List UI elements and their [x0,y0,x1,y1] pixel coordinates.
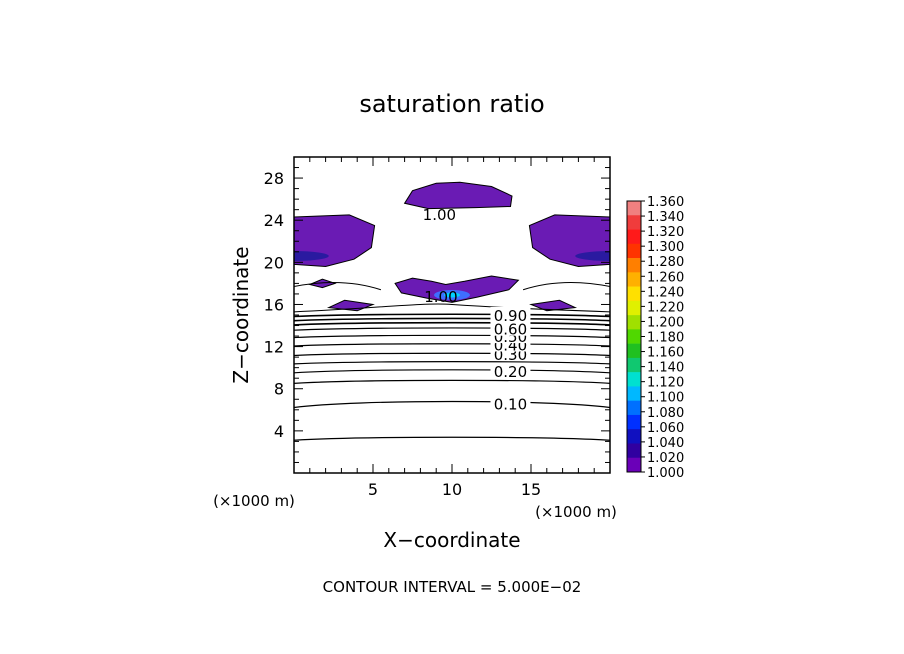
colorbar-swatch-2 [627,229,641,245]
isoline-2 [294,379,610,384]
isoline-upper-right [522,282,610,291]
colorbar: 1.3601.3401.3201.3001.2801.2601.2401.220… [626,195,684,481]
region-upper-center [403,181,513,210]
colorbar-label-9: 1.180 [647,331,684,346]
y-tick-label-12: 12 [264,338,284,357]
colorbar-label-3: 1.300 [647,240,684,255]
y-tick-label-20: 20 [264,253,284,272]
dark-band-left [294,251,329,262]
y-tick-label-24: 24 [264,211,284,230]
colorbar-swatch-18 [627,457,641,473]
colorbar-label-8: 1.200 [647,315,684,330]
isoline-11 [294,313,610,318]
y-tick-label-28: 28 [264,169,284,188]
x-axis-unit-right: (×1000 m) [535,503,617,521]
colorbar-swatch-10 [627,343,641,359]
isoline-7 [294,334,610,339]
isoline-4 [294,361,610,365]
isoline-cloud [294,303,610,313]
contour-label-8: 1.00 [423,206,456,224]
colorbar-swatch-12 [627,372,641,387]
isoline-0 [294,436,610,441]
contour-label-1: 0.20 [494,363,527,381]
region-middle [394,275,520,303]
plot-area: 0.100.200.300.400.500.600.901.001.005 10 1… [264,156,611,499]
contour-label-bg-0 [490,395,531,411]
isoline-3 [294,369,610,374]
colorbar-swatch-9 [627,329,641,344]
dark-band-right [575,251,610,262]
colorbar-label-14: 1.080 [647,406,684,421]
colorbar-label-13: 1.100 [647,391,684,406]
colorbar-label-2: 1.320 [647,225,684,240]
colorbar-swatch-16 [627,429,641,444]
colorbar-swatch-11 [627,357,641,373]
region-small-left [308,278,337,289]
x-axis-unit-left: (×1000 m) [213,492,295,510]
y-tick-label-8: 8 [274,380,284,399]
colorbar-label-6: 1.240 [647,285,684,300]
contour-label-bg-1 [490,362,531,378]
x-tick-label-10: 10 [442,480,462,499]
contour-label-bg-6 [490,307,531,322]
colorbar-label-5: 1.260 [647,270,684,285]
colorbar-label-10: 1.160 [647,346,684,361]
contour-label-7: 1.00 [424,288,457,306]
isoline-6 [294,343,610,347]
colorbar-label-17: 1.020 [647,451,684,466]
isoline-9 [294,321,610,326]
y-tick-label-4: 4 [274,422,284,441]
contour-label-6: 0.90 [494,307,527,325]
colorbar-swatch-6 [627,286,641,302]
isoline-1 [294,400,610,409]
isoline-upper-left [294,282,382,291]
colorbar-swatch-4 [627,258,641,273]
colorbar-swatch-3 [627,243,641,259]
colorbar-label-11: 1.140 [647,361,684,376]
core-inner [444,292,460,298]
colorbar-swatch-17 [627,443,641,459]
isoline-5 [294,352,610,357]
contour-label-0: 0.10 [494,395,527,413]
y-axis-label: Z−coordinate [229,246,253,383]
colorbar-swatch-1 [627,215,641,230]
colorbar-swatch-14 [627,400,641,416]
colorbar-label-0: 1.360 [647,195,684,210]
colorbar-swatch-0 [627,201,641,216]
colorbar-label-1: 1.340 [647,210,684,225]
colorbar-label-16: 1.040 [647,436,684,451]
colorbar-label-7: 1.220 [647,300,684,315]
colorbar-label-18: 1.000 [647,466,684,481]
x-tick-label-15: 15 [521,480,541,499]
colorbar-label-12: 1.120 [647,376,684,391]
colorbar-label-15: 1.060 [647,421,684,436]
chart-title: saturation ratio [359,90,544,118]
colorbar-label-4: 1.280 [647,255,684,270]
contour-interval-note: CONTOUR INTERVAL = 5.000E−02 [323,578,582,596]
colorbar-swatch-7 [627,300,641,316]
y-tick-label-16: 16 [264,295,284,314]
colorbar-swatch-13 [627,386,641,401]
plot-content: 0.100.200.300.400.500.600.901.001.00 [294,181,610,441]
colorbar-swatch-15 [627,414,641,430]
isoline-10 [294,317,610,322]
colorbar-swatch-8 [627,315,641,330]
x-tick-label-5: 5 [368,480,378,499]
colorbar-swatch-5 [627,272,641,287]
isoline-8 [294,327,610,331]
contour-label-5: 0.60 [494,321,527,339]
x-axis-label: X−coordinate [383,528,520,552]
contour-label-bg-5 [490,320,531,336]
